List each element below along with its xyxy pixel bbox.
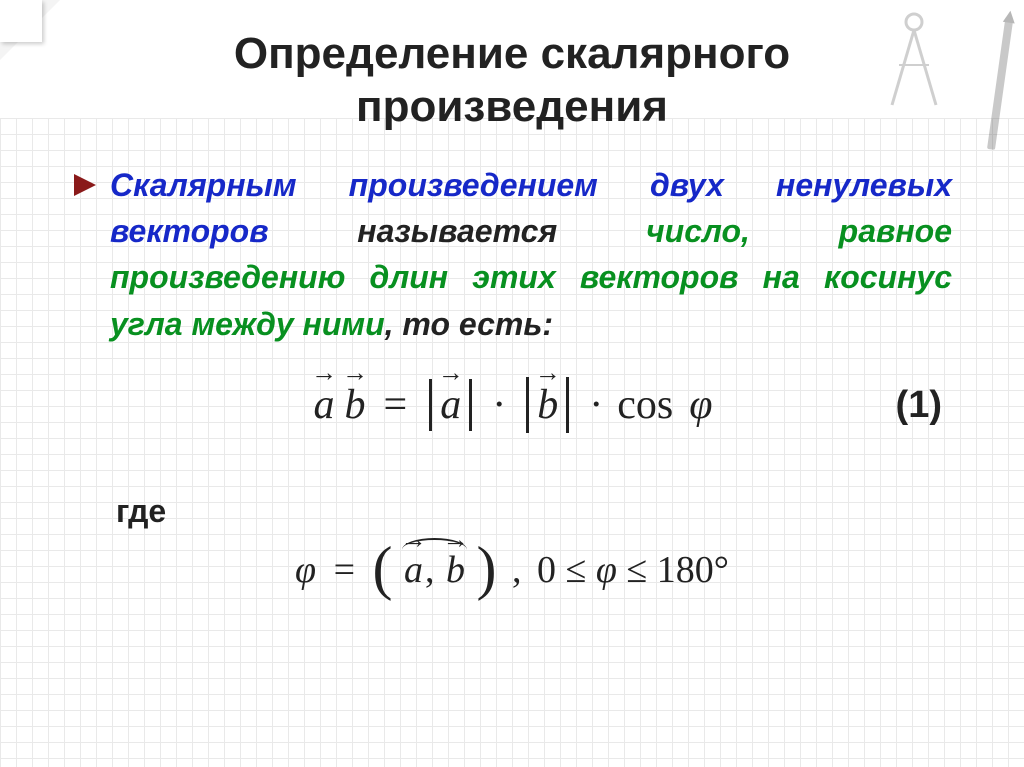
angle-comma: , [425, 549, 435, 591]
where-label: где [116, 493, 952, 530]
definition-p4: , то есть: [385, 306, 553, 342]
title-line-1: Определение скалярного [0, 28, 1024, 81]
dot-2: · [589, 381, 603, 429]
equals-2: = [334, 549, 355, 591]
vector-a: →a [312, 381, 337, 429]
angle-b: b [446, 549, 465, 591]
definition-bullet: Скалярным произведением двух ненулевых в… [72, 162, 952, 348]
slide-content: Скалярным произведением двух ненулевых в… [72, 162, 952, 593]
vec-a-letter: a [314, 382, 335, 428]
range-phi: φ [596, 549, 617, 591]
equation-number: (1) [896, 384, 942, 427]
dot-1: · [492, 381, 506, 429]
abs-a: →a [423, 379, 478, 431]
vec-b-letter: b [345, 382, 366, 428]
bullet-arrow-icon [72, 172, 98, 198]
range-left: 0 ≤ [537, 549, 596, 591]
phi-2: φ [295, 549, 316, 591]
slide-title: Определение скалярного произведения [0, 0, 1024, 134]
angle-a: a [404, 549, 423, 591]
cos-label: cos [617, 381, 673, 429]
abs-b-letter: b [537, 382, 558, 428]
abs-a-letter: a [440, 382, 461, 428]
paren-right: ) [477, 535, 497, 601]
formula-1-row: →a→b = →a · →b · cos φ (1) [72, 377, 952, 433]
formula-2: φ = ( →a, →b ) , 0 ≤ φ ≤ 180° [72, 548, 952, 592]
angle-vectors: →a, →b [402, 548, 467, 592]
paren-left: ( [373, 535, 393, 601]
equals-1: = [384, 381, 408, 429]
vector-b: →b [343, 381, 368, 429]
formula-1: →a→b = →a · →b · cos φ [312, 377, 713, 433]
abs-b: →b [520, 377, 575, 433]
phi-1: φ [689, 381, 712, 429]
definition-p2: называется [357, 213, 557, 249]
range-right: ≤ 180° [617, 549, 729, 591]
definition-text: Скалярным произведением двух ненулевых в… [110, 162, 952, 348]
range-comma: , [512, 549, 522, 591]
title-line-2: произведения [0, 81, 1024, 134]
